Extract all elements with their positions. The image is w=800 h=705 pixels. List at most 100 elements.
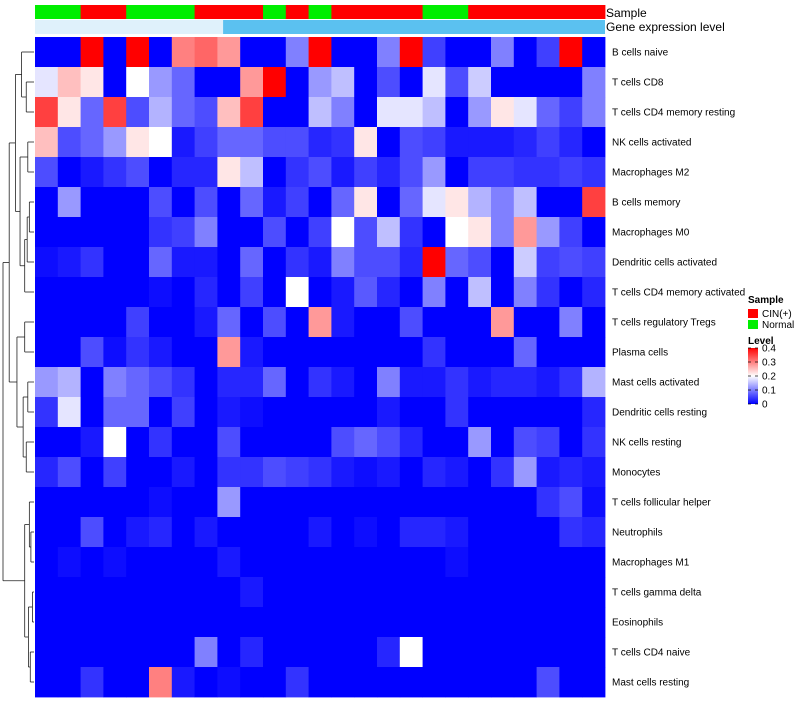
sample-annotation-cell [149, 5, 173, 19]
heatmap-cell [171, 37, 195, 68]
heatmap-cell [57, 487, 81, 518]
heatmap-cell [422, 127, 446, 158]
heatmap-cell [399, 37, 423, 68]
heatmap-cell [217, 397, 241, 428]
heatmap-cell [513, 517, 537, 548]
heatmap-cell [194, 247, 218, 278]
heatmap-cell [103, 307, 127, 338]
heatmap-cell [536, 217, 560, 248]
sample-annotation-cell [194, 5, 218, 19]
heatmap-cell [57, 427, 81, 458]
heatmap-cell [377, 367, 401, 398]
heatmap-cell [285, 637, 309, 668]
heatmap-cell [377, 217, 401, 248]
heatmap-cell [80, 547, 104, 578]
heatmap-cell [559, 67, 583, 98]
heatmap-cell [513, 277, 537, 308]
heatmap-cell [57, 307, 81, 338]
heatmap-cell [194, 607, 218, 638]
heatmap-cell [285, 457, 309, 488]
heatmap-cell [285, 397, 309, 428]
heatmap-cell [171, 67, 195, 98]
heatmap-cell [194, 487, 218, 518]
heatmap-cell [263, 427, 287, 458]
heatmap-cell [513, 187, 537, 218]
heatmap-cell [582, 67, 606, 98]
sample-annotation-cell [80, 5, 104, 19]
heatmap-cell [126, 37, 150, 68]
heatmap-cell [582, 277, 606, 308]
heatmap-cell [57, 457, 81, 488]
heatmap-cell [149, 67, 173, 98]
heatmap-cell [513, 427, 537, 458]
heatmap-cell [468, 457, 492, 488]
heatmap-cell [536, 277, 560, 308]
heatmap-cell [491, 427, 515, 458]
heatmap-cell [422, 397, 446, 428]
heatmap-cell [217, 547, 241, 578]
heatmap-cell [149, 517, 173, 548]
heatmap-cell [399, 127, 423, 158]
heatmap-cell [399, 67, 423, 98]
heatmap-cell [536, 667, 560, 698]
heatmap-cell [445, 277, 469, 308]
heatmap-cell [171, 277, 195, 308]
column-annotations: Sample Gene expression level [35, 5, 725, 34]
heatmap-cell [536, 517, 560, 548]
heatmap-cell [240, 157, 264, 188]
heatmap-cell [171, 307, 195, 338]
heatmap-cell [582, 667, 606, 698]
heatmap-cell [331, 277, 355, 308]
heatmap-cell [126, 457, 150, 488]
heatmap-cell [103, 67, 127, 98]
legend-tick-label: 0.1 [762, 386, 776, 397]
heatmap-cell [491, 487, 515, 518]
heatmap-cell [536, 337, 560, 368]
heatmap-cell [126, 487, 150, 518]
heatmap-cell [285, 37, 309, 68]
heatmap-cell [285, 547, 309, 578]
heatmap-cell [35, 427, 59, 458]
heatmap-cell [103, 457, 127, 488]
heatmap-cell [149, 487, 173, 518]
heatmap-cell [377, 667, 401, 698]
heatmap-cell [491, 457, 515, 488]
heatmap-cell [103, 37, 127, 68]
heatmap-cell [377, 307, 401, 338]
heatmap-cell [80, 337, 104, 368]
row-label: Monocytes [612, 468, 660, 479]
heatmap-cell [422, 427, 446, 458]
heatmap-cell [354, 577, 378, 608]
heatmap-cell [399, 577, 423, 608]
heatmap-cell [126, 307, 150, 338]
heatmap-cell [103, 487, 127, 518]
legend-tick-label: 0.4 [762, 344, 776, 355]
row-label: Macrophages M1 [612, 558, 690, 569]
heatmap-cell [103, 247, 127, 278]
heatmap-cell [126, 427, 150, 458]
heatmap-cell [35, 457, 59, 488]
heatmap-cell [399, 607, 423, 638]
heatmap-cell [149, 307, 173, 338]
heatmap-cell [80, 667, 104, 698]
row-label: T cells CD4 naive [612, 648, 691, 659]
heatmap-cell [422, 67, 446, 98]
heatmap-cell [582, 637, 606, 668]
heatmap-cell [80, 637, 104, 668]
sample-annotation-cell [57, 5, 81, 19]
heatmap-cell [582, 247, 606, 278]
heatmap-cell [422, 457, 446, 488]
heatmap-cell [399, 637, 423, 668]
heatmap-cell [445, 457, 469, 488]
heatmap-cell [399, 187, 423, 218]
heatmap-cell [582, 337, 606, 368]
heatmap-cell [285, 667, 309, 698]
heatmap-cell [536, 457, 560, 488]
heatmap-cell [331, 577, 355, 608]
heatmap-cell [445, 427, 469, 458]
heatmap-cell [171, 337, 195, 368]
sample-annotation-cell [103, 5, 127, 19]
heatmap-cell [399, 547, 423, 578]
heatmap-cell [80, 97, 104, 128]
heatmap-cell [80, 427, 104, 458]
